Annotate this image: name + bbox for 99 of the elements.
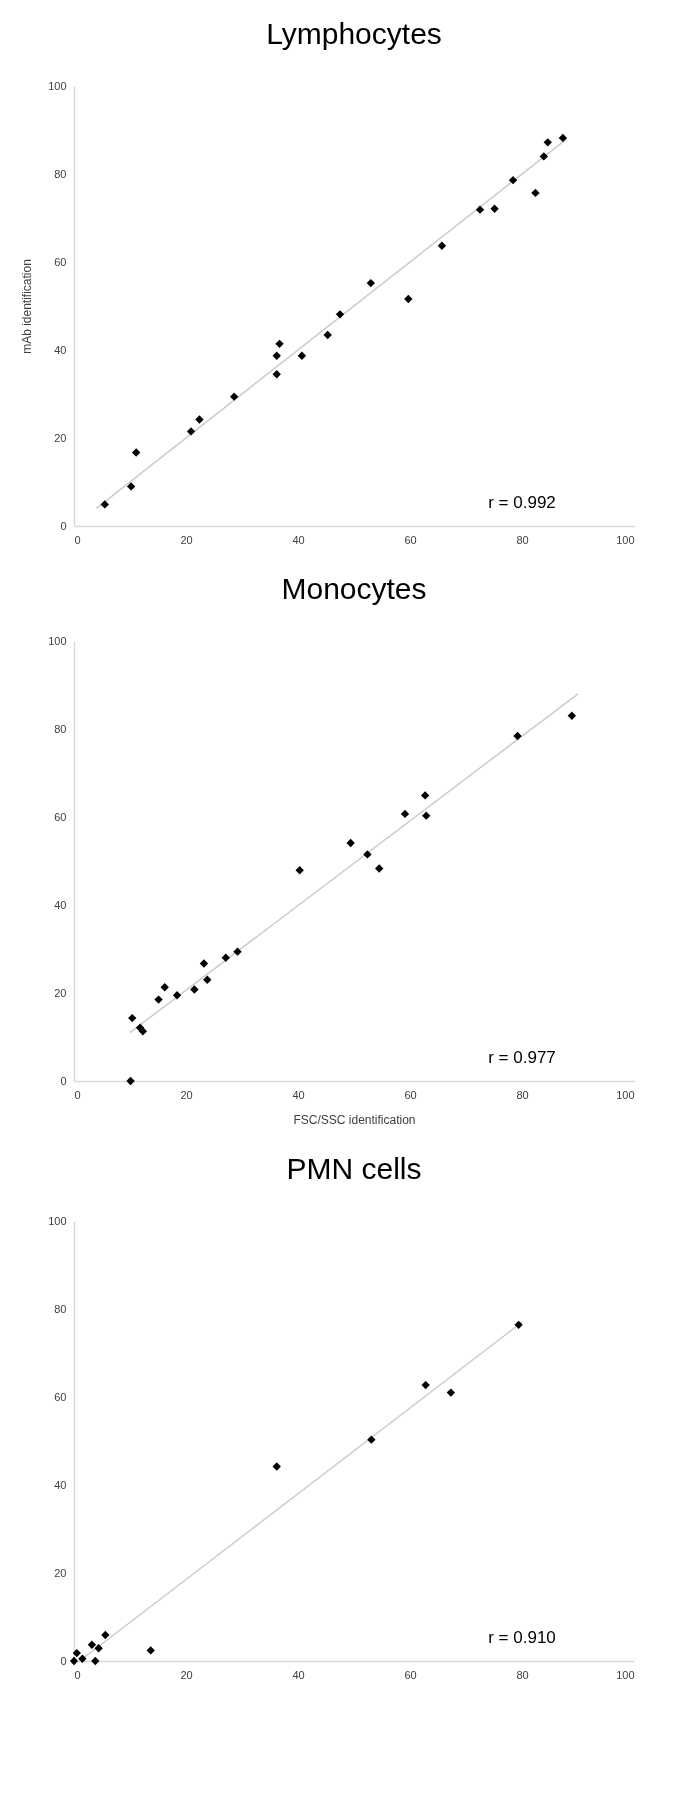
y-tick-label: 60 (54, 1390, 67, 1403)
point (363, 850, 372, 859)
chart-title: PMN cells (286, 1152, 422, 1185)
point (366, 278, 375, 288)
point (94, 1644, 103, 1653)
x-tick-label: 60 (404, 1668, 417, 1681)
point (490, 204, 499, 213)
y-tick-label: 60 (54, 255, 67, 268)
point (346, 838, 355, 848)
x-tick-label: 60 (404, 533, 417, 546)
y-tick-label: 40 (54, 898, 67, 911)
x-tick-label: 20 (180, 1088, 193, 1101)
point (91, 1656, 100, 1666)
point (508, 175, 518, 185)
y-tick-label: 20 (54, 1566, 67, 1579)
point (513, 731, 522, 741)
y-tick-label: 0 (60, 1654, 67, 1667)
point (367, 1435, 376, 1444)
point (233, 947, 242, 956)
point (335, 310, 345, 319)
y-tick-label: 80 (54, 1302, 67, 1315)
x-tick-label: 80 (516, 1088, 529, 1101)
point (87, 1640, 97, 1649)
y-tick-label: 0 (60, 519, 67, 532)
point (275, 339, 284, 349)
x-tick-label: 40 (292, 1668, 305, 1681)
point (128, 1013, 137, 1023)
point (72, 1648, 81, 1658)
point (195, 415, 204, 424)
x-tick-label: 20 (180, 533, 193, 546)
y-tick-label: 100 (48, 1214, 67, 1227)
point (126, 482, 136, 491)
x-tick-label: 0 (74, 1088, 81, 1101)
point (203, 975, 212, 984)
point (160, 983, 169, 992)
x-tick-label: 100 (616, 1088, 635, 1101)
annotation: r = 0.977 (488, 1048, 556, 1067)
y-tick-label: 100 (48, 79, 67, 92)
y-tick-label: 20 (54, 986, 67, 999)
point (422, 811, 431, 820)
point (272, 351, 281, 360)
point (131, 448, 141, 457)
point (186, 427, 196, 436)
point (272, 370, 281, 379)
point (229, 392, 239, 401)
point (446, 1388, 456, 1397)
point (531, 188, 540, 198)
point (138, 1027, 148, 1036)
point (539, 152, 549, 161)
point (78, 1654, 87, 1663)
annotation: r = 0.992 (488, 493, 556, 512)
chart-title: Lymphocytes (266, 17, 442, 50)
x-tick-label: 80 (516, 533, 529, 546)
y-tick-label: 40 (54, 343, 67, 356)
point (100, 500, 109, 509)
y-tick-label: 80 (54, 722, 67, 735)
x-tick-label: 0 (74, 533, 81, 546)
x-tick-label: 40 (292, 533, 305, 546)
annotation: r = 0.910 (488, 1628, 556, 1647)
point (221, 953, 230, 962)
point (154, 995, 163, 1004)
point (375, 864, 384, 873)
point (190, 985, 199, 994)
y-tick-label: 20 (54, 431, 67, 444)
point (69, 1656, 79, 1666)
x-tick-label: 100 (616, 533, 635, 546)
point (421, 1380, 430, 1390)
x-tick-label: 20 (180, 1668, 193, 1681)
point (475, 205, 485, 214)
point (567, 711, 577, 720)
point (126, 1076, 135, 1086)
point (514, 1320, 523, 1330)
y-tick-label: 40 (54, 1478, 67, 1491)
point (172, 991, 182, 1000)
chart-title: Monocytes (281, 572, 427, 605)
y-tick-label: 100 (48, 634, 67, 647)
x-axis-title: FSC/SSC identification (293, 1112, 416, 1127)
point (323, 330, 332, 340)
point (272, 1462, 281, 1471)
x-tick-label: 60 (404, 1088, 417, 1101)
point (297, 351, 307, 360)
x-tick-label: 40 (292, 1088, 305, 1101)
y-tick-label: 60 (54, 810, 67, 823)
x-tick-label: 0 (74, 1668, 81, 1681)
point (146, 1646, 155, 1655)
point (404, 294, 413, 304)
y-axis-title: mAb identification (20, 259, 35, 354)
point (437, 241, 447, 250)
point (199, 959, 209, 968)
point (295, 866, 304, 875)
point (558, 133, 568, 143)
point (101, 1630, 110, 1640)
point (420, 791, 430, 800)
y-tick-label: 80 (54, 167, 67, 180)
y-tick-label: 0 (60, 1074, 67, 1087)
x-tick-label: 100 (616, 1668, 635, 1681)
x-tick-label: 80 (516, 1668, 529, 1681)
point (543, 138, 552, 147)
point (400, 809, 410, 819)
